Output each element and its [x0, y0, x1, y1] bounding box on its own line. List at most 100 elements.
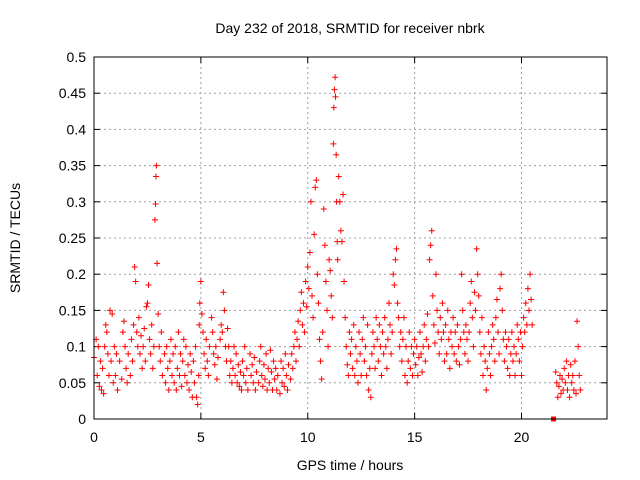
data-point [111, 343, 118, 350]
data-point [525, 307, 532, 314]
data-point [320, 206, 327, 213]
data-point [284, 387, 291, 394]
data-point [505, 336, 512, 343]
data-point [300, 300, 307, 307]
data-point [508, 329, 515, 336]
data-point [255, 379, 262, 386]
data-point [95, 343, 102, 350]
data-point [152, 173, 159, 180]
data-point [326, 256, 333, 263]
data-point [382, 343, 389, 350]
y-tick-label: 0.2 [67, 266, 87, 282]
data-point [490, 336, 497, 343]
data-point [252, 387, 259, 394]
data-point [494, 329, 501, 336]
data-point [273, 387, 280, 394]
data-point [420, 343, 427, 350]
data-point [134, 343, 141, 350]
data-point [278, 358, 285, 365]
data-point [98, 387, 105, 394]
data-point [301, 329, 308, 336]
y-tick-label: 0.25 [59, 230, 86, 246]
data-point [471, 289, 478, 296]
data-point [577, 387, 584, 394]
data-point [482, 358, 489, 365]
data-point [433, 271, 439, 278]
data-point [529, 321, 536, 328]
data-point [485, 329, 492, 336]
data-point [133, 329, 140, 336]
data-point [414, 372, 421, 379]
data-point [439, 300, 446, 307]
data-point [172, 343, 179, 350]
data-point [463, 336, 470, 343]
data-point [262, 376, 268, 383]
data-point [158, 329, 165, 336]
data-point [360, 314, 367, 321]
data-point [472, 307, 479, 314]
data-point [142, 358, 149, 365]
data-point [271, 376, 278, 383]
data-point [561, 365, 568, 372]
data-point [323, 307, 330, 314]
data-point [177, 350, 184, 357]
data-point [218, 321, 225, 328]
data-point [274, 372, 281, 379]
data-point [202, 365, 209, 372]
data-point [461, 350, 468, 357]
data-point [374, 336, 381, 343]
data-point [405, 358, 412, 365]
data-point [244, 387, 251, 394]
data-point [264, 387, 271, 394]
data-point [436, 350, 443, 357]
data-point [108, 358, 115, 365]
data-point [460, 329, 467, 336]
data-point [241, 343, 248, 350]
data-point [501, 358, 508, 365]
data-point [314, 271, 321, 278]
data-point [138, 332, 145, 339]
data-point [224, 325, 231, 332]
data-point [141, 325, 148, 332]
data-point [198, 311, 205, 318]
data-point [322, 278, 329, 285]
data-point [102, 321, 109, 328]
data-point [457, 336, 464, 343]
data-point [161, 350, 168, 357]
data-point [169, 372, 176, 379]
data-point [187, 350, 194, 357]
data-point [351, 372, 358, 379]
data-point [487, 372, 494, 379]
data-point [334, 256, 341, 263]
data-point [352, 343, 359, 350]
data-point [176, 372, 183, 379]
data-point [229, 365, 236, 372]
data-point [170, 350, 177, 357]
data-point [514, 321, 521, 328]
data-point [311, 231, 318, 238]
data-point [475, 292, 482, 299]
data-point [156, 343, 163, 350]
data-point [445, 336, 452, 343]
data-point [435, 329, 442, 336]
data-point [335, 173, 342, 180]
data-point [554, 394, 561, 401]
data-point [359, 336, 366, 343]
chart-title: Day 232 of 2018, SRMTID for receiver nbr… [215, 20, 485, 36]
data-point [369, 329, 376, 336]
data-point [104, 350, 111, 357]
data-point [309, 292, 316, 299]
data-point [442, 321, 449, 328]
data-point [94, 372, 101, 379]
data-point [132, 278, 139, 285]
data-point [282, 350, 289, 357]
data-point [348, 336, 355, 343]
data-point [476, 329, 483, 336]
data-point [398, 358, 405, 365]
data-point [372, 365, 379, 372]
data-point [458, 271, 465, 278]
data-point [469, 314, 476, 321]
data-point [313, 177, 320, 184]
data-point [306, 249, 313, 256]
data-point [159, 372, 166, 379]
